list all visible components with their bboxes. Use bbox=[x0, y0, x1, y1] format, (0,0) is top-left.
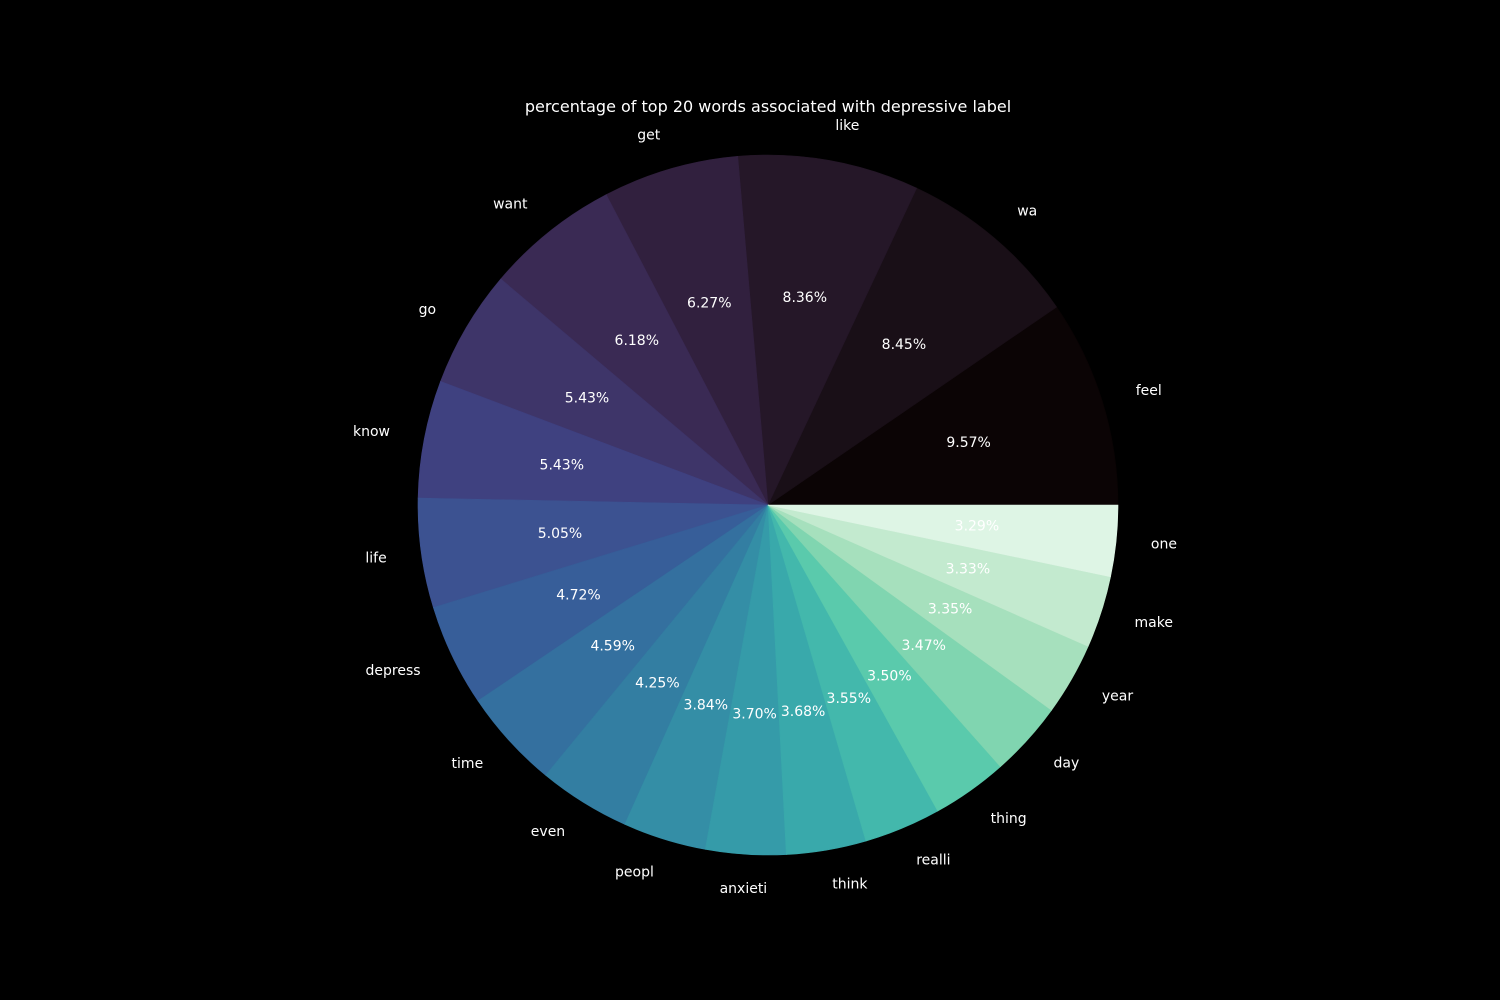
pct-label-get: 6.27% bbox=[687, 295, 731, 311]
pie-slice-want bbox=[500, 194, 769, 506]
pct-label-anxieti: 3.70% bbox=[732, 707, 776, 723]
slice-label-life: life bbox=[365, 550, 386, 566]
slice-label-anxieti: anxieti bbox=[720, 881, 768, 897]
pct-label-wa: 8.45% bbox=[882, 337, 926, 353]
slice-label-get: get bbox=[637, 127, 661, 143]
pct-label-depress: 4.72% bbox=[556, 588, 600, 604]
slice-label-one: one bbox=[1151, 537, 1177, 553]
pct-label-realli: 3.55% bbox=[827, 691, 871, 707]
slice-label-feel: feel bbox=[1136, 383, 1162, 399]
pct-label-think: 3.68% bbox=[781, 704, 825, 720]
pie-slice-wa bbox=[767, 187, 1058, 506]
chart-title: percentage of top 20 words associated wi… bbox=[525, 97, 1011, 116]
slice-label-day: day bbox=[1054, 755, 1080, 771]
slice-label-realli: realli bbox=[916, 852, 950, 868]
slice-label-like: like bbox=[835, 118, 859, 134]
slice-label-want: want bbox=[493, 196, 528, 212]
pct-label-want: 6.18% bbox=[615, 333, 659, 349]
slice-label-even: even bbox=[531, 824, 565, 840]
pct-label-even: 4.25% bbox=[635, 676, 679, 692]
pct-label-one: 3.29% bbox=[955, 519, 999, 535]
pct-label-know: 5.43% bbox=[540, 457, 584, 473]
pct-label-day: 3.47% bbox=[901, 638, 945, 654]
pie-slice-get bbox=[605, 155, 769, 506]
pct-label-thing: 3.50% bbox=[867, 668, 911, 684]
slice-labels: feel wa like get want go know life depress time ev… bbox=[353, 118, 1177, 897]
slice-label-make: make bbox=[1135, 615, 1173, 631]
percentage-labels: 9.57% 8.45% 8.36% 6.27% 6.18% 5.43% 5.43% 5.05%… bbox=[538, 290, 999, 722]
pie-slice-feel bbox=[767, 306, 1119, 506]
slice-label-thing: thing bbox=[991, 811, 1027, 827]
slice-label-go: go bbox=[419, 302, 436, 318]
pct-label-year: 3.35% bbox=[928, 602, 972, 618]
pct-label-peopl: 3.84% bbox=[684, 698, 728, 714]
slice-label-think: think bbox=[832, 877, 868, 893]
pct-label-time: 4.59% bbox=[590, 638, 634, 654]
slice-label-depress: depress bbox=[366, 663, 421, 679]
pct-label-feel: 9.57% bbox=[946, 435, 990, 451]
slice-label-peopl: peopl bbox=[615, 865, 654, 881]
pct-label-like: 8.36% bbox=[783, 290, 827, 306]
slice-label-know: know bbox=[353, 424, 390, 440]
slice-label-time: time bbox=[452, 756, 484, 772]
pct-label-make: 3.33% bbox=[946, 561, 990, 577]
pie-slices bbox=[417, 154, 1119, 856]
slice-label-year: year bbox=[1102, 689, 1133, 705]
pie-slice-like bbox=[737, 154, 918, 507]
pie-slice-one bbox=[767, 504, 1119, 578]
pct-label-go: 5.43% bbox=[565, 391, 609, 407]
pct-label-life: 5.05% bbox=[538, 526, 582, 542]
slice-label-wa: wa bbox=[1017, 204, 1037, 220]
